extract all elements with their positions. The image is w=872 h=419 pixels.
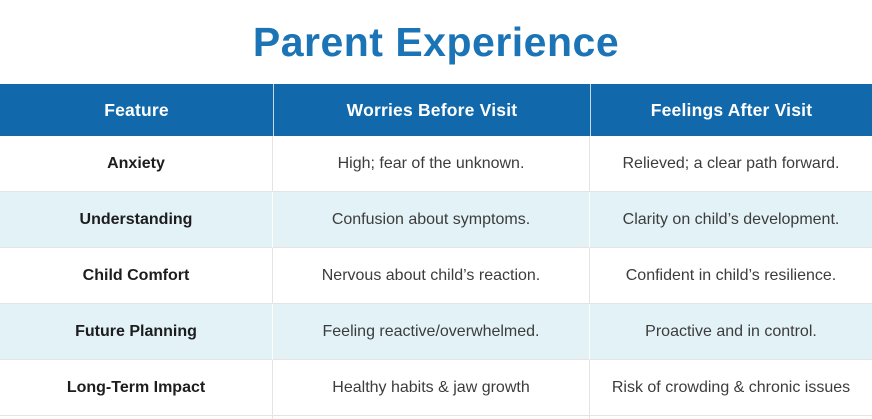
partial-row-cell: [0, 416, 273, 419]
after-cell: Relieved; a clear path forward.: [590, 136, 872, 192]
partial-row-cell: [590, 416, 872, 419]
after-cell: Clarity on child’s development.: [590, 192, 872, 248]
parent-experience-table: Feature Worries Before Visit Feelings Af…: [0, 84, 872, 419]
feature-cell: Future Planning: [0, 304, 273, 360]
before-cell: Feeling reactive/overwhelmed.: [273, 304, 590, 360]
before-cell: High; fear of the unknown.: [273, 136, 590, 192]
column-header-worries-before-visit: Worries Before Visit: [273, 84, 590, 136]
column-header-feelings-after-visit: Feelings After Visit: [590, 84, 872, 136]
before-cell: Healthy habits & jaw growth: [273, 360, 590, 416]
after-cell: Proactive and in control.: [590, 304, 872, 360]
after-cell: Risk of crowding & chronic issues: [590, 360, 872, 416]
column-header-feature: Feature: [0, 84, 273, 136]
feature-cell: Long-Term Impact: [0, 360, 273, 416]
partial-row-cell: [273, 416, 590, 419]
feature-cell: Anxiety: [0, 136, 273, 192]
before-cell: Confusion about symptoms.: [273, 192, 590, 248]
feature-cell: Understanding: [0, 192, 273, 248]
before-cell: Nervous about child’s reaction.: [273, 248, 590, 304]
feature-cell: Child Comfort: [0, 248, 273, 304]
after-cell: Confident in child’s resilience.: [590, 248, 872, 304]
page-title: Parent Experience: [252, 18, 620, 65]
title-bar: Parent Experience: [0, 0, 872, 84]
